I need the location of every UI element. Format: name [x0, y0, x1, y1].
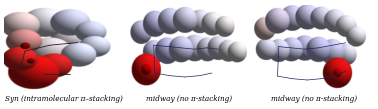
- Text: Syn (intramolecular π–stacking): Syn (intramolecular π–stacking): [5, 95, 123, 103]
- Text: midway (no π-stacking): midway (no π-stacking): [146, 95, 232, 103]
- Text: midway (no π-stacking): midway (no π-stacking): [271, 95, 357, 103]
